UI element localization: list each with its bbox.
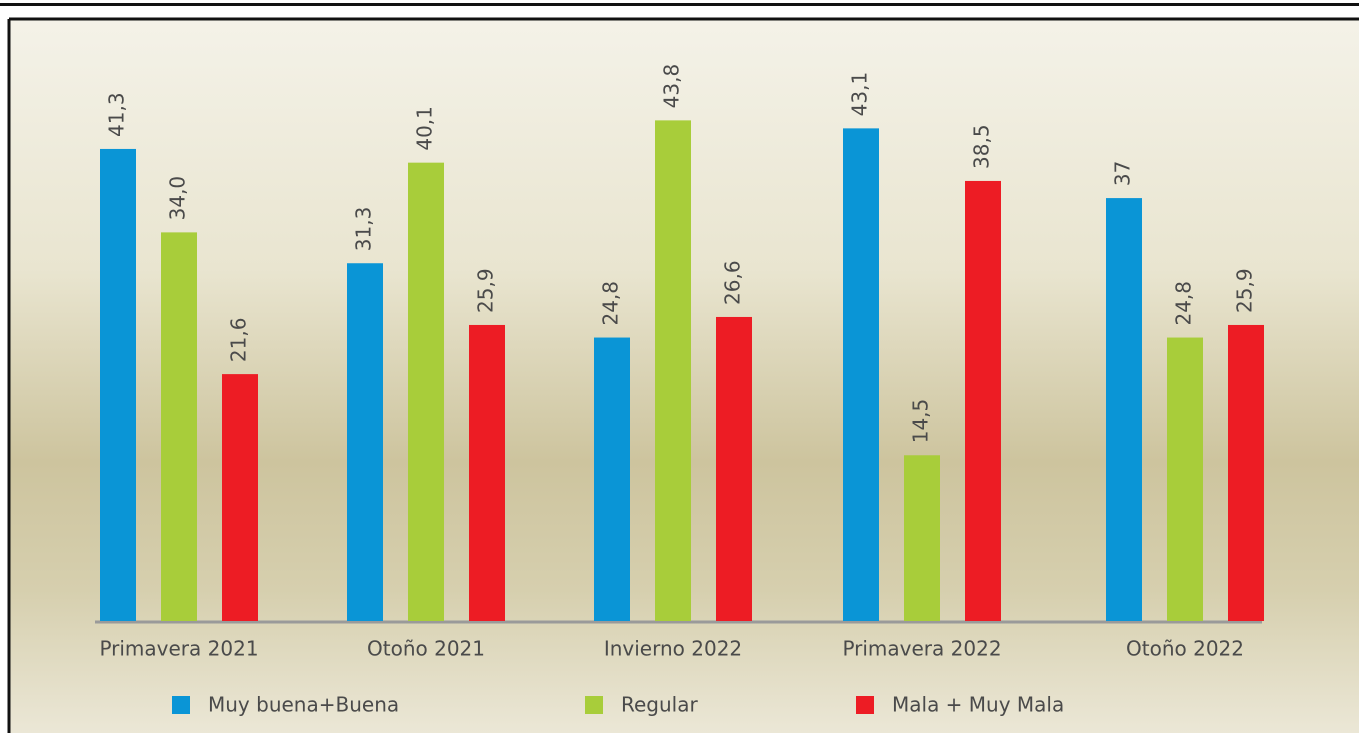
value-label: 14,5: [909, 399, 933, 444]
value-label: 26,6: [721, 260, 745, 305]
top-rule: [0, 3, 1359, 6]
legend-label: Muy buena+Buena: [208, 693, 399, 717]
value-label: 31,3: [352, 207, 376, 252]
legend-label: Mala + Muy Mala: [892, 693, 1064, 717]
bar: [1167, 337, 1203, 621]
bar: [222, 374, 258, 621]
value-label: 24,8: [599, 281, 623, 326]
value-label: 43,8: [660, 64, 684, 109]
bar: [904, 455, 940, 621]
legend-swatch: [585, 696, 603, 714]
value-label: 25,9: [474, 268, 498, 313]
x-tick-label: Otoño 2021: [367, 637, 485, 661]
bar: [347, 263, 383, 621]
x-tick-label: Otoño 2022: [1126, 637, 1244, 661]
x-tick-label: Invierno 2022: [604, 637, 742, 661]
bar: [655, 120, 691, 621]
legend-swatch: [172, 696, 190, 714]
bar: [716, 316, 752, 621]
bar: [594, 337, 630, 621]
x-tick-label: Primavera 2021: [99, 637, 258, 661]
bar: [408, 162, 444, 622]
value-label: 37: [1111, 161, 1135, 186]
value-label: 43,1: [848, 72, 872, 117]
bar: [100, 148, 136, 622]
value-label: 38,5: [970, 124, 994, 169]
x-tick-label: Primavera 2022: [842, 637, 1001, 661]
bar: [161, 232, 197, 621]
bar: [965, 180, 1001, 621]
legend-label: Regular: [621, 693, 698, 717]
bar: [469, 324, 505, 621]
value-label: 41,3: [105, 92, 129, 137]
bar: [1228, 324, 1264, 621]
value-label: 40,1: [413, 106, 437, 151]
bar: [1106, 198, 1142, 621]
value-label: 21,6: [227, 318, 251, 363]
value-label: 34,0: [166, 176, 190, 221]
value-label: 25,9: [1233, 268, 1257, 313]
value-label: 24,8: [1172, 281, 1196, 326]
bar: [843, 128, 879, 621]
legend-swatch: [856, 696, 874, 714]
